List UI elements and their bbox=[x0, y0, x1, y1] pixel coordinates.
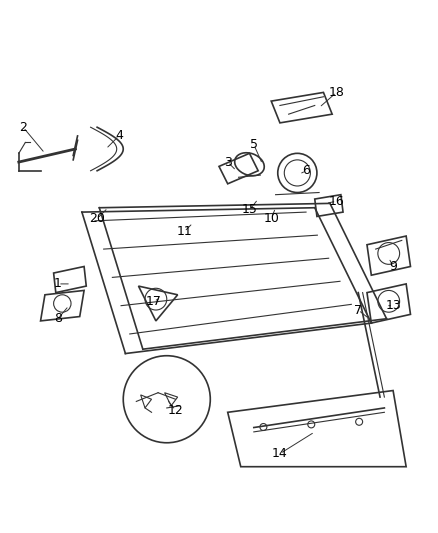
Text: 18: 18 bbox=[328, 86, 344, 99]
Text: 3: 3 bbox=[224, 156, 232, 168]
Text: 6: 6 bbox=[302, 164, 310, 177]
Text: 14: 14 bbox=[272, 447, 288, 460]
Text: 16: 16 bbox=[328, 195, 344, 208]
Text: 10: 10 bbox=[263, 212, 279, 225]
Text: 2: 2 bbox=[19, 121, 27, 134]
Text: 7: 7 bbox=[354, 303, 362, 317]
Text: 17: 17 bbox=[146, 295, 162, 308]
Text: 20: 20 bbox=[89, 212, 105, 225]
Text: 15: 15 bbox=[241, 204, 258, 216]
Text: 1: 1 bbox=[54, 277, 62, 290]
Text: 12: 12 bbox=[168, 403, 184, 417]
Text: 8: 8 bbox=[54, 312, 62, 325]
Text: 5: 5 bbox=[250, 138, 258, 151]
Text: 11: 11 bbox=[177, 225, 192, 238]
Text: 4: 4 bbox=[115, 130, 123, 142]
Text: 9: 9 bbox=[389, 260, 397, 273]
Text: 13: 13 bbox=[385, 299, 401, 312]
